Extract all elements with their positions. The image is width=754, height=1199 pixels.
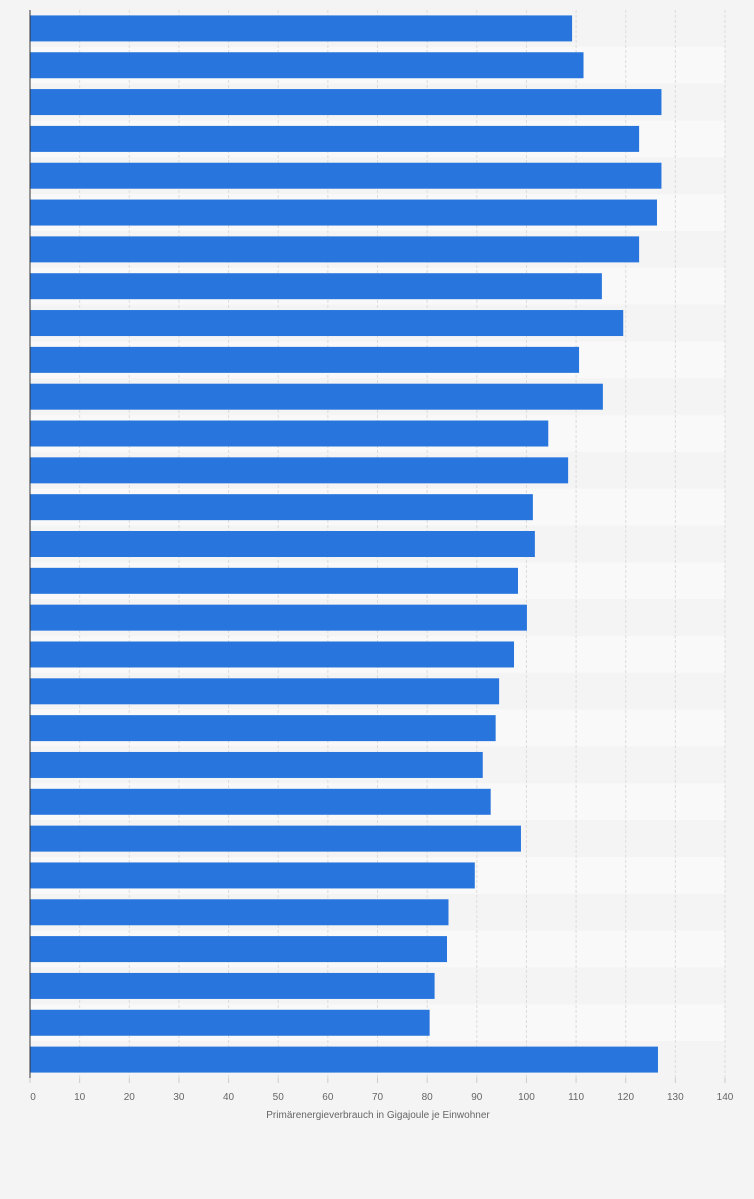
bar[interactable] [30, 825, 521, 852]
bar[interactable] [30, 751, 483, 778]
bar[interactable] [30, 1046, 658, 1073]
x-tick-label: 100 [518, 1092, 535, 1103]
bar[interactable] [30, 567, 518, 594]
bar[interactable] [30, 862, 475, 889]
bar[interactable] [30, 125, 640, 152]
bar[interactable] [30, 346, 580, 373]
bar[interactable] [30, 1009, 430, 1036]
x-tick-label: 20 [124, 1092, 136, 1103]
x-tick-label: 90 [471, 1092, 483, 1103]
x-tick-label: 110 [568, 1092, 584, 1103]
bar[interactable] [30, 972, 435, 999]
x-tick-label: 140 [717, 1092, 734, 1103]
bar[interactable] [30, 457, 569, 484]
bar[interactable] [30, 310, 624, 337]
bar[interactable] [30, 383, 603, 410]
bar[interactable] [30, 604, 527, 631]
bar[interactable] [30, 715, 496, 742]
x-tick-label: 120 [617, 1092, 634, 1103]
bar[interactable] [30, 199, 657, 226]
bar[interactable] [30, 89, 662, 116]
bar[interactable] [30, 788, 491, 815]
x-tick-label: 60 [322, 1092, 334, 1103]
bar[interactable] [30, 236, 640, 263]
bar[interactable] [30, 641, 515, 668]
bar[interactable] [30, 15, 573, 42]
bar[interactable] [30, 531, 535, 557]
bar[interactable] [30, 420, 549, 447]
bar[interactable] [30, 678, 500, 705]
bar[interactable] [30, 936, 447, 963]
x-tick-label: 40 [223, 1092, 235, 1103]
x-tick-label: 50 [273, 1092, 285, 1103]
bar[interactable] [30, 273, 602, 300]
x-tick-label: 10 [74, 1092, 86, 1103]
bars [30, 15, 662, 1073]
x-tick-label: 30 [173, 1092, 185, 1103]
x-tick-label: 130 [667, 1092, 684, 1103]
bar[interactable] [30, 162, 662, 189]
x-axis-title: Primärenergieverbrauch in Gigajoule je E… [266, 1110, 490, 1121]
x-tick-label: 0 [30, 1092, 36, 1103]
bar[interactable] [30, 52, 584, 79]
x-axis-ticks: 0 10 20 30 40 50 60 70 80 90 100 110 120 130 140 [29, 1078, 734, 1103]
x-tick-label: 80 [422, 1092, 434, 1103]
bar[interactable] [30, 494, 533, 521]
bar[interactable] [30, 899, 449, 926]
x-tick-label: 70 [372, 1092, 384, 1103]
